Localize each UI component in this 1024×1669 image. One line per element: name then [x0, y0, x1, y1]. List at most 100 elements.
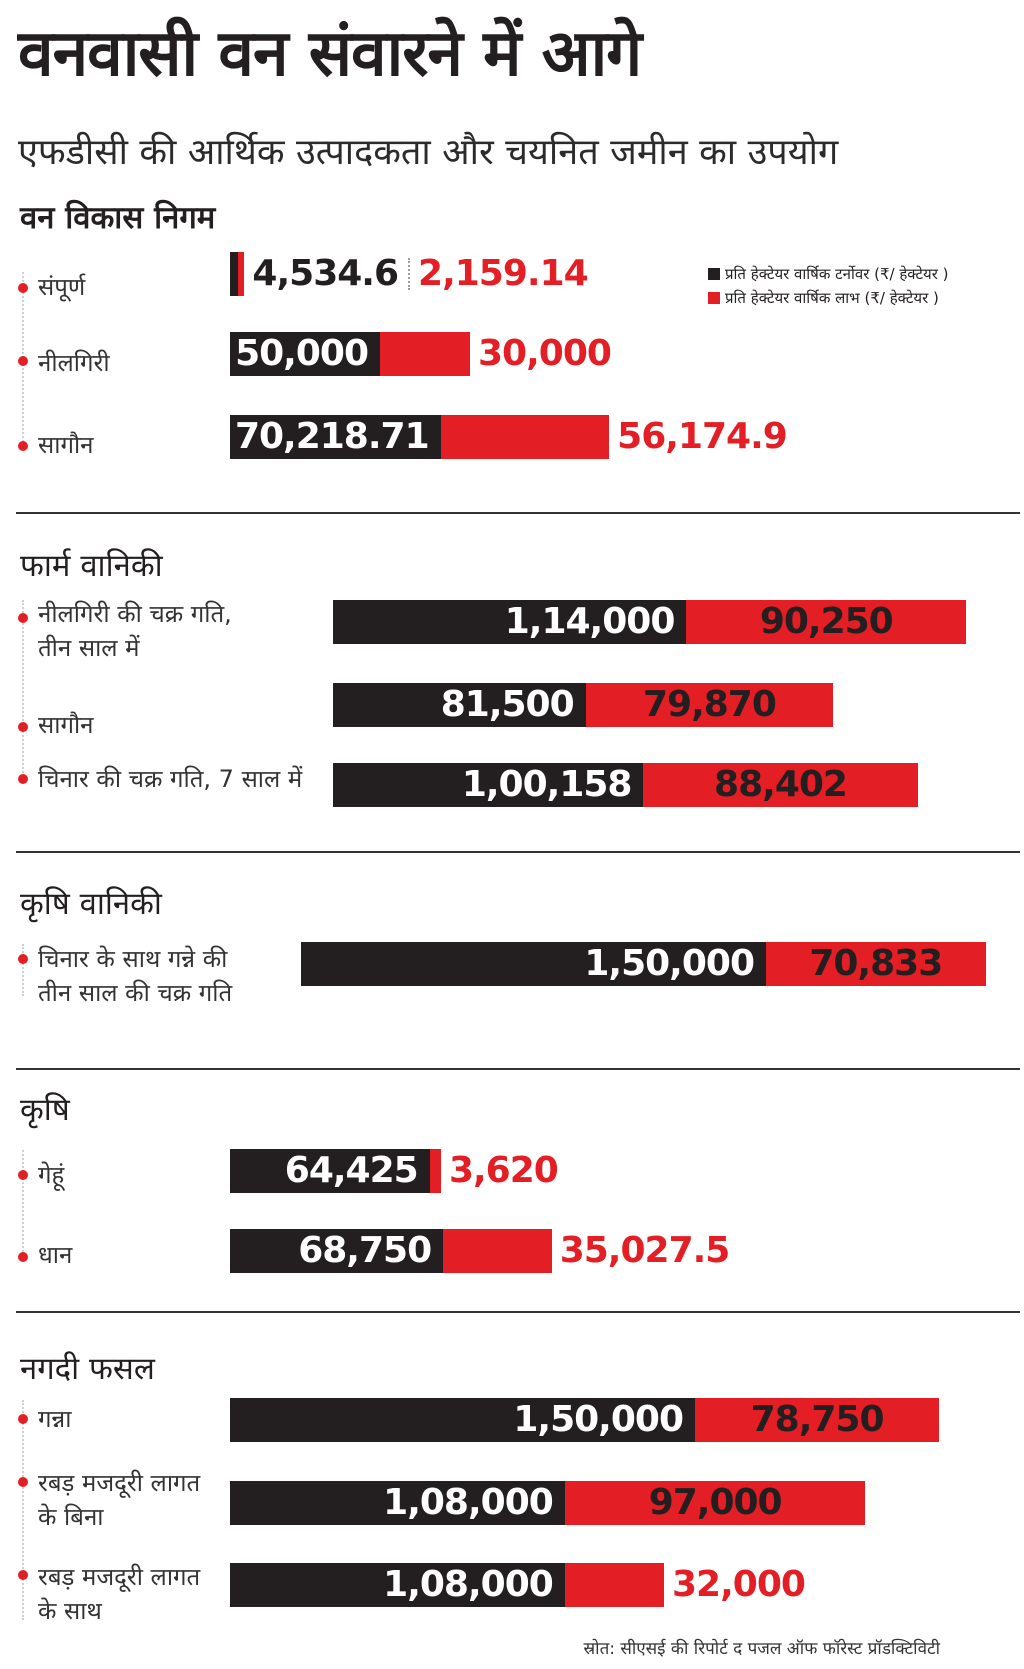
profit-bar	[564, 1563, 664, 1607]
row-bullet-dot	[18, 1252, 28, 1262]
legend-item-profit: प्रति हेक्टेयर वार्षिक लाभ (₹/ हेक्टेयर …	[708, 286, 949, 310]
label-guide-line	[22, 1400, 24, 1620]
row-label: रबड़ मजदूरी लागत के बिना	[38, 1466, 200, 1534]
turnover-bar	[230, 252, 239, 296]
row-label: गन्ना	[38, 1402, 71, 1436]
label-guide-line	[22, 1150, 24, 1256]
turnover-bar	[230, 1398, 695, 1442]
legend-label-profit: प्रति हेक्टेयर वार्षिक लाभ (₹/ हेक्टेयर …	[725, 289, 939, 307]
profit-value-label: 78,750	[750, 1399, 885, 1440]
turnover-value-label: 1,08,000	[383, 1482, 554, 1523]
profit-value-label: 3,620	[448, 1150, 559, 1191]
profit-bar	[695, 1398, 940, 1442]
row-label-line: धान	[38, 1241, 73, 1269]
profit-bar	[238, 252, 245, 296]
row-label-line: गन्ना	[38, 1405, 72, 1433]
row-label-line: तीन साल की चक्र गति	[38, 979, 233, 1007]
profit-bar	[429, 1149, 441, 1193]
turnover-bar	[333, 600, 687, 644]
label-guide-line	[22, 944, 24, 996]
row-label-line: सागौन	[38, 431, 94, 459]
turnover-value-label: 1,08,000	[383, 1564, 554, 1605]
row-bullet-dot	[18, 774, 28, 784]
row-label: संपूर्ण	[38, 270, 85, 304]
source-note: स्रोत: सीएसई की रिपोर्ट द पजल ऑफ फॉरेस्ट…	[583, 1639, 941, 1659]
turnover-value-label: 1,00,158	[461, 764, 633, 805]
turnover-value-label: 81,500	[440, 684, 575, 725]
label-guide-line	[22, 600, 24, 780]
value-separator	[408, 258, 411, 290]
turnover-bar	[230, 1149, 430, 1193]
row-label-line: चिनार के साथ गन्ने की	[38, 945, 228, 973]
section-title: नगदी फसल	[20, 1351, 155, 1387]
profit-bar	[440, 415, 610, 459]
page-title: वनवासी वन संवारने में आगे	[18, 17, 642, 91]
turnover-value-label: 1,50,000	[513, 1399, 684, 1440]
row-label-line: रबड़ मजदूरी लागत	[38, 1563, 201, 1591]
profit-value-label: 32,000	[672, 1564, 806, 1605]
row-label: धान	[38, 1238, 72, 1272]
section-divider	[16, 1311, 1020, 1313]
row-label: नीलगिरी की चक्र गति, तीन साल में	[38, 597, 232, 665]
row-label: चिनार की चक्र गति, 7 साल में	[38, 762, 302, 796]
page-subtitle: एफडीसी की आर्थिक उत्पादकता और चयनित जमीन…	[18, 132, 839, 173]
profit-bar	[585, 683, 834, 727]
row-bullet-dot	[18, 441, 28, 451]
profit-value-label: 30,000	[478, 333, 612, 374]
profit-value-label: 70,833	[809, 943, 943, 984]
profit-bar	[766, 942, 986, 986]
row-bullet-dot	[18, 1570, 28, 1580]
profit-bar	[686, 600, 967, 644]
profit-value-label: 35,027.5	[559, 1230, 731, 1271]
turnover-bar	[230, 1563, 565, 1607]
turnover-value-label: 70,218.71	[234, 416, 430, 457]
section-title: वन विकास निगम	[20, 200, 216, 236]
turnover-value-label: 4,534.6	[252, 253, 399, 294]
turnover-bar	[333, 683, 586, 727]
profit-bar	[564, 1481, 866, 1525]
row-label-line: रबड़ मजदूरी लागत	[38, 1469, 201, 1497]
row-bullet-dot	[18, 283, 28, 293]
row-label-line: चिनार की चक्र गति, 7 साल में	[38, 765, 303, 793]
row-bullet-dot	[18, 613, 28, 623]
profit-value-label: 79,870	[642, 684, 777, 725]
profit-bar	[443, 1229, 552, 1273]
section-title: कृषि	[20, 1092, 70, 1128]
turnover-value-label: 50,000	[235, 333, 369, 374]
row-label-line: के बिना	[38, 1503, 104, 1531]
turnover-bar	[230, 332, 380, 376]
profit-value-label: 90,250	[759, 601, 894, 642]
profit-bar	[380, 332, 470, 376]
row-bullet-dot	[18, 1414, 28, 1424]
section-title: कृषि वानिकी	[20, 886, 162, 922]
row-label: चिनार के साथ गन्ने की तीन साल की चक्र गति	[38, 942, 232, 1010]
row-bullet-dot	[18, 1170, 28, 1180]
row-label-line: नीलगिरी की चक्र गति,	[38, 600, 232, 628]
row-label-line: के साथ	[38, 1597, 102, 1625]
turnover-bar	[230, 1229, 444, 1273]
turnover-value-label: 1,50,000	[584, 943, 755, 984]
row-label-line: सागौन	[38, 711, 94, 739]
row-label-line: तीन साल में	[38, 634, 140, 662]
row-label: रबड़ मजदूरी लागत के साथ	[38, 1560, 200, 1628]
profit-bar	[643, 763, 918, 807]
row-label-line: नीलगिरी	[38, 349, 110, 377]
turnover-value-label: 64,425	[284, 1150, 419, 1191]
row-bullet-dot	[18, 356, 28, 366]
turnover-value-label: 1,14,000	[504, 601, 676, 642]
row-bullet-dot	[18, 1477, 28, 1487]
profit-value-label: 88,402	[714, 764, 848, 805]
section-divider	[16, 512, 1020, 514]
turnover-bar	[230, 415, 441, 459]
legend-item-turnover: प्रति हेक्टेयर वार्षिक टर्नोवर (₹/ हेक्ट…	[708, 262, 949, 286]
profit-value-label: 56,174.9	[617, 416, 788, 457]
row-label: सागौन	[38, 708, 94, 742]
profit-value-label: 97,000	[648, 1482, 783, 1523]
profit-value-label: 2,159.14	[418, 253, 589, 294]
row-bullet-dot	[18, 722, 28, 732]
turnover-value-label: 68,750	[298, 1230, 432, 1271]
row-label: सागौन	[38, 428, 94, 462]
section-divider	[16, 1068, 1020, 1070]
turnover-bar	[301, 942, 766, 986]
legend: प्रति हेक्टेयर वार्षिक टर्नोवर (₹/ हेक्ट…	[708, 262, 949, 310]
